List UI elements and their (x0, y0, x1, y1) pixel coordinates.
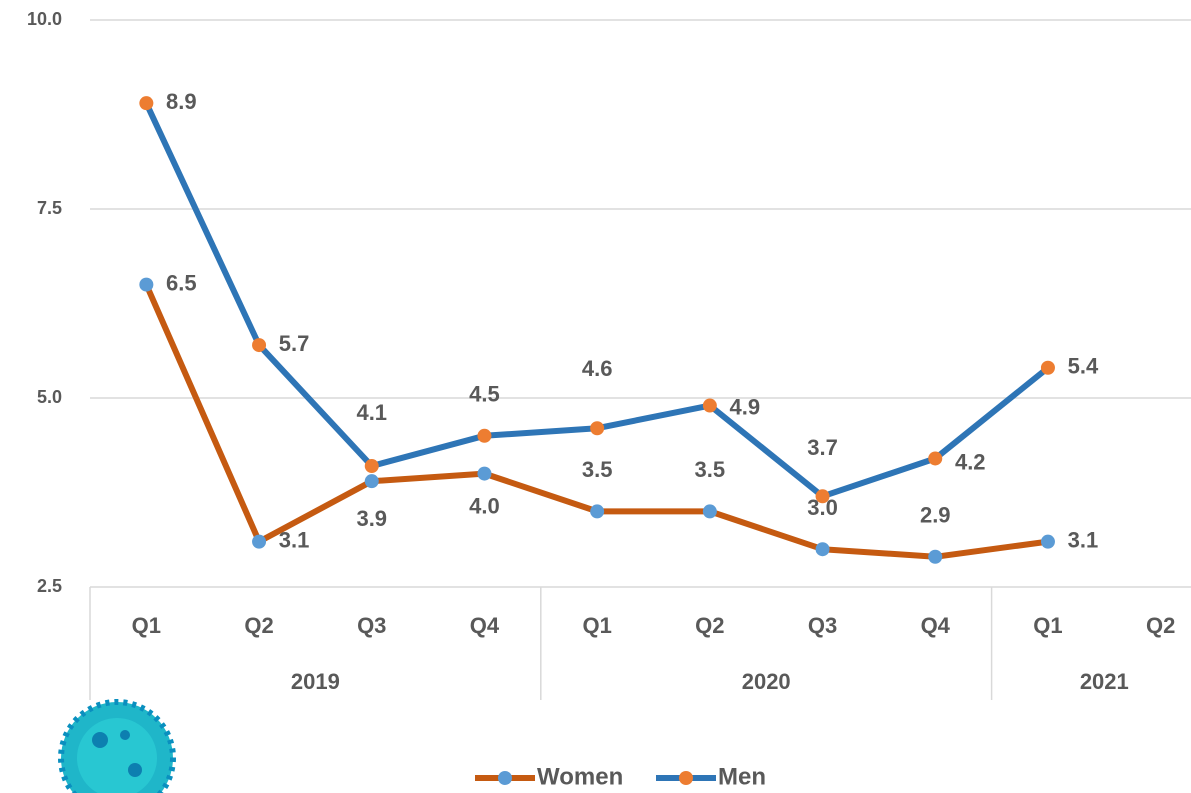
data-label: 4.0 (469, 493, 500, 518)
data-label: 5.4 (1068, 354, 1099, 379)
marker (1040, 534, 1055, 549)
marker (590, 421, 605, 436)
x-tick-label: Q2 (695, 613, 724, 638)
marker (590, 504, 605, 519)
marker (1040, 360, 1055, 375)
marker (928, 451, 943, 466)
x-tick-label: Q2 (1146, 613, 1175, 638)
data-label: 4.9 (730, 394, 761, 419)
series-line (143, 101, 1050, 500)
marker (252, 534, 267, 549)
legend-marker (498, 771, 512, 785)
data-label: 4.6 (582, 356, 613, 381)
marker (815, 489, 830, 504)
marker (815, 542, 830, 557)
marker (477, 428, 492, 443)
group-label: 2021 (1080, 669, 1129, 694)
marker (364, 474, 379, 489)
x-tick-label: Q4 (921, 613, 951, 638)
x-tick-label: Q1 (1033, 613, 1062, 638)
x-tick-label: Q3 (808, 613, 837, 638)
data-label: 3.1 (279, 527, 310, 552)
data-label: 3.9 (356, 506, 387, 531)
data-label: 3.5 (695, 457, 726, 482)
x-tick-label: Q1 (582, 613, 611, 638)
legend-label: Men (718, 763, 766, 790)
y-tick-label: 5.0 (37, 387, 62, 407)
x-tick-label: Q1 (132, 613, 161, 638)
x-tick-label: Q3 (357, 613, 386, 638)
x-tick-label: Q4 (470, 613, 500, 638)
marker (364, 459, 379, 474)
data-label: 4.1 (356, 400, 387, 425)
marker (477, 466, 492, 481)
data-label: 6.5 (166, 270, 197, 295)
group-label: 2020 (742, 669, 791, 694)
y-tick-label: 10.0 (27, 9, 62, 29)
marker (702, 398, 717, 413)
legend-marker (679, 771, 693, 785)
group-label: 2019 (291, 669, 340, 694)
marker (928, 549, 943, 564)
data-label: 3.7 (807, 435, 838, 460)
data-label: 8.9 (166, 89, 197, 114)
y-tick-label: 7.5 (37, 198, 62, 218)
y-tick-label: 2.5 (37, 576, 62, 596)
legend-label: Women (537, 763, 623, 790)
marker (252, 338, 267, 353)
data-label: 5.7 (279, 331, 310, 356)
data-label: 2.9 (920, 503, 951, 528)
data-label: 4.2 (955, 449, 986, 474)
data-label: 3.1 (1068, 527, 1099, 552)
marker (702, 504, 717, 519)
marker (139, 277, 154, 292)
data-label: 3.5 (582, 457, 613, 482)
x-tick-label: Q2 (244, 613, 273, 638)
marker (139, 96, 154, 111)
data-label: 4.5 (469, 382, 500, 407)
virus-icon (58, 699, 176, 793)
